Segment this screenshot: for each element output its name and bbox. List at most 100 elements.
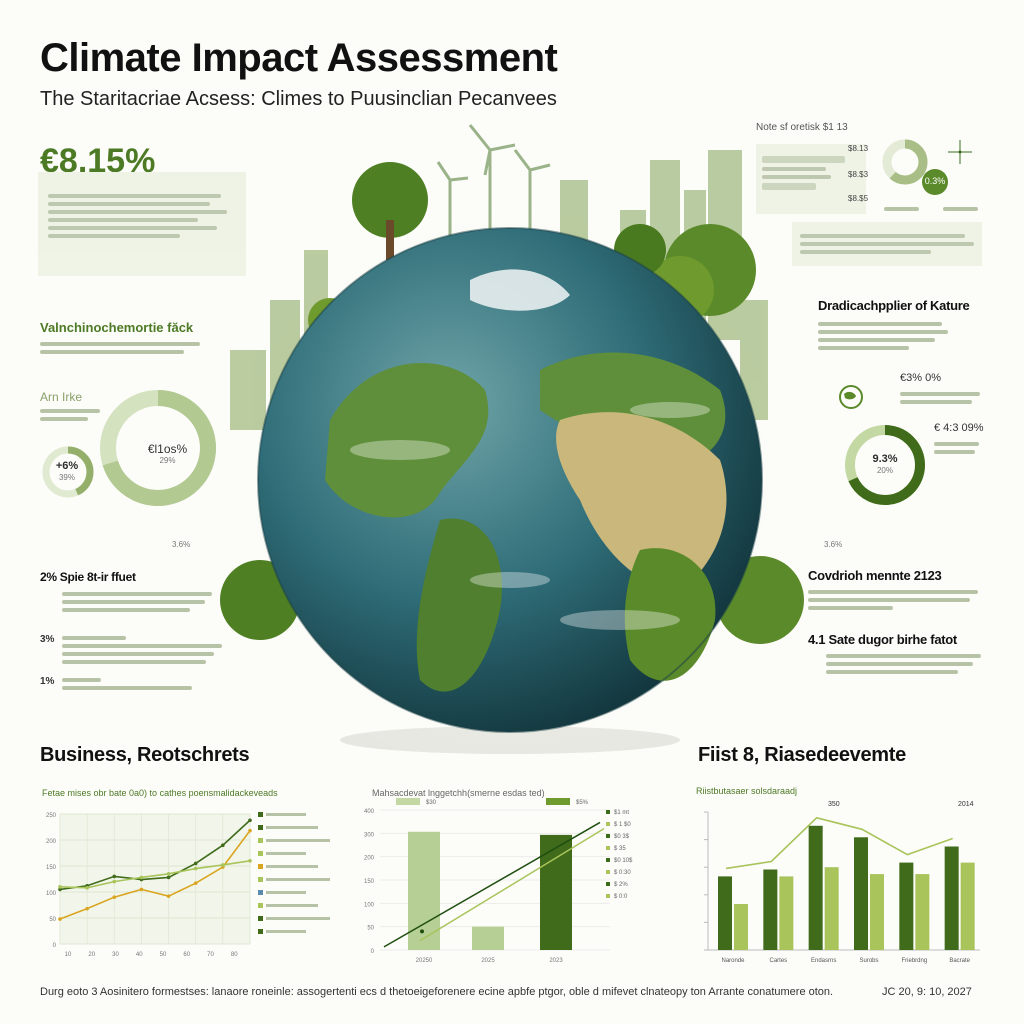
row-a-body bbox=[62, 632, 222, 668]
chart3-top-label: 350 bbox=[828, 801, 840, 808]
chart2-ytick-label: 400 bbox=[364, 809, 375, 815]
chart1-xtick-label: 30 bbox=[112, 952, 119, 958]
chart3-xtick-label: Surobs bbox=[859, 958, 878, 964]
chart1-legend-swatch bbox=[258, 851, 263, 856]
right-donut bbox=[845, 425, 925, 505]
right-top-donuts bbox=[882, 139, 972, 195]
chart1-data-point bbox=[193, 866, 198, 871]
chart1-series-line bbox=[59, 860, 251, 889]
right-header-note: Note sf oretisk $1 13 bbox=[756, 122, 848, 133]
chart3-bar bbox=[718, 876, 732, 950]
left-section2-body bbox=[40, 405, 100, 425]
chart1-ytick-label: 0 bbox=[53, 943, 57, 949]
chart1-legend-text bbox=[266, 839, 330, 842]
chart2-data-point bbox=[420, 929, 424, 934]
chart2-ytick-label: 50 bbox=[367, 926, 374, 932]
chart3-bar bbox=[808, 825, 823, 950]
chart3-bar bbox=[944, 846, 959, 950]
right-donut-sub: 20% bbox=[876, 466, 893, 475]
footer-text: Durg eoto 3 Aosinitero formestses: lanao… bbox=[40, 986, 834, 998]
chart1-legend-swatch bbox=[258, 812, 263, 817]
chart2-trend-line-2 bbox=[419, 828, 605, 942]
chart1-ytick-label: 200 bbox=[46, 839, 57, 845]
chart1-data-point bbox=[166, 894, 171, 898]
left-section2-title: Arn Irke bbox=[40, 390, 83, 404]
chart2-bar bbox=[472, 926, 504, 950]
right-section3-body bbox=[826, 650, 981, 678]
chart1-data-point bbox=[166, 872, 171, 876]
clouds bbox=[350, 402, 710, 630]
page-subtitle: The Staritacriae Acsess: Climes to Puusi… bbox=[40, 88, 557, 110]
chart1-data-point bbox=[85, 906, 89, 911]
chart1-data-point bbox=[248, 859, 252, 863]
chart1-data-point bbox=[193, 881, 198, 885]
chart2-note-label: $0 10$ bbox=[614, 858, 633, 864]
chart1-xtick-label: 60 bbox=[183, 952, 190, 958]
right-section2-title: Covdrioh mennte 2123 bbox=[808, 568, 942, 583]
chart2-note-label: $0 3$ bbox=[614, 834, 630, 840]
donut-small-sub: 39% bbox=[58, 473, 75, 482]
chart1-legend-swatch bbox=[258, 890, 263, 895]
chart3-bar bbox=[915, 874, 930, 950]
chart1-legend-swatch bbox=[258, 825, 263, 830]
chart1-data-point bbox=[112, 879, 117, 884]
chart2-xtick-label: 20250 bbox=[416, 958, 433, 964]
chart1-legend-text bbox=[266, 930, 306, 933]
chart3-bar bbox=[854, 837, 868, 950]
right-top-donut-label: 0.3% bbox=[924, 176, 946, 186]
mini-value-1: $8.13 bbox=[848, 144, 869, 153]
right-stat-b-body bbox=[934, 438, 979, 458]
chart2-ytick-label: 0 bbox=[371, 949, 375, 955]
bottom-left-title: Business, Reotschrets bbox=[40, 744, 250, 766]
chart1-xtick-label: 20 bbox=[88, 952, 95, 958]
chart1-data-point bbox=[139, 887, 144, 892]
chart3-xtick-label: Naronde bbox=[721, 958, 745, 964]
right-section2-body bbox=[808, 586, 978, 614]
chart3-top-label: 2014 bbox=[958, 801, 974, 808]
chart2-note-swatch bbox=[606, 822, 610, 826]
chart1-data-point bbox=[112, 895, 117, 899]
chart1-ytick-label: 50 bbox=[49, 917, 56, 923]
chart1-xtick-label: 10 bbox=[65, 952, 72, 958]
chart2-legend-swatch bbox=[396, 798, 420, 805]
row-b-body bbox=[62, 674, 192, 694]
chart1-data-point bbox=[166, 875, 171, 880]
chart1-data-point bbox=[112, 874, 117, 879]
left-text-block bbox=[38, 172, 246, 276]
chart1-legend-text bbox=[266, 878, 330, 881]
chart1-xtick-label: 40 bbox=[136, 952, 143, 958]
chart2-ytick-label: 150 bbox=[364, 879, 375, 885]
chart2-note-swatch bbox=[606, 870, 610, 874]
chart3-xtick-label: Endasrns bbox=[811, 958, 836, 964]
chart1-data-point bbox=[193, 861, 198, 866]
chart2-xtick-label: 2025 bbox=[481, 958, 495, 964]
chart2-note-label: $ 2% bbox=[614, 882, 628, 888]
row-b-label: 1% bbox=[40, 676, 55, 687]
mini-value-2: $8.$3 bbox=[848, 170, 869, 179]
chart3-bar bbox=[960, 862, 975, 950]
chart1-legend-text bbox=[266, 891, 306, 894]
chart2-note-swatch bbox=[606, 846, 610, 850]
donut-large-sub: 29% bbox=[159, 456, 176, 465]
donut-large-label: €l1os% bbox=[147, 442, 188, 456]
donut-small-arc bbox=[42, 446, 94, 498]
chart2-xtick-label: 2023 bbox=[549, 958, 563, 964]
left-section-title: Valnchinochemortie făck bbox=[40, 320, 194, 335]
chart2-note-swatch bbox=[606, 882, 610, 886]
right-small-globe-icon bbox=[839, 385, 863, 409]
mini-value-3: $8.$5 bbox=[848, 194, 869, 203]
chart1-series-line bbox=[59, 819, 251, 891]
chart2-note-swatch bbox=[606, 834, 610, 838]
chart3-xtick-label: Bacrate bbox=[949, 958, 970, 964]
right-donut-label: 9.3% bbox=[872, 453, 898, 465]
chart1-legend-swatch bbox=[258, 903, 263, 908]
row-a-label: 3% bbox=[40, 634, 55, 645]
right-section3-title: 4.1 Sate dugor birhe fatot bbox=[808, 632, 957, 647]
chart2-title: Mahsacdevat lnggetchh(smerne esdas ted) bbox=[372, 788, 545, 798]
left-donuts bbox=[42, 390, 216, 506]
left-side-value: 3.6% bbox=[172, 540, 191, 549]
chart2-trend-line bbox=[383, 821, 601, 948]
chart3-bar bbox=[824, 867, 839, 950]
chart1-ytick-label: 150 bbox=[46, 865, 57, 871]
chart1-legend-swatch bbox=[258, 864, 263, 869]
